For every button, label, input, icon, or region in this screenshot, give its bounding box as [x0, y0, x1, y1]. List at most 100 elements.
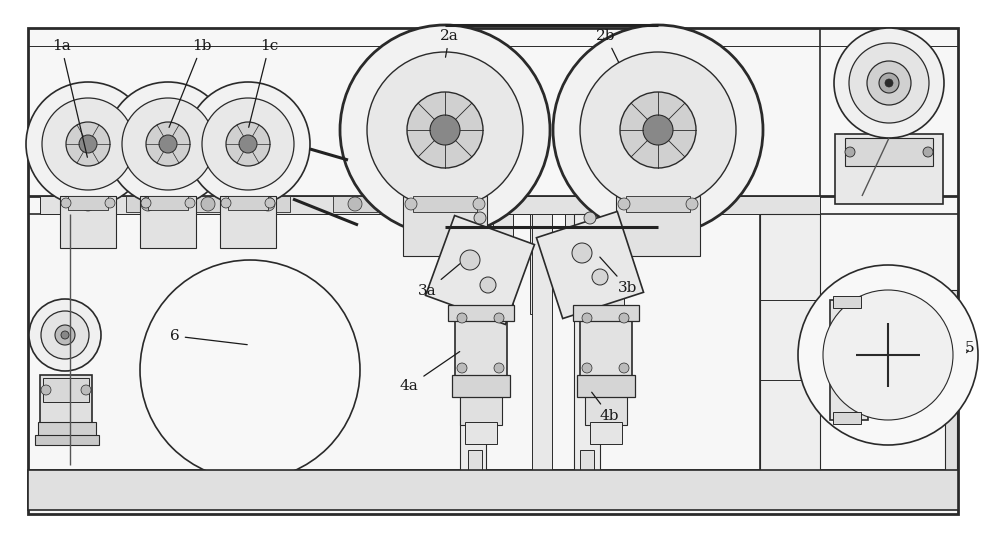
Circle shape: [106, 82, 230, 206]
Text: 4a: 4a: [400, 352, 460, 393]
Circle shape: [580, 52, 736, 208]
Bar: [580, 310, 632, 380]
Bar: [66, 196, 110, 212]
Circle shape: [480, 277, 496, 293]
Text: 1a: 1a: [52, 39, 87, 157]
Bar: [452, 375, 510, 397]
Bar: [845, 138, 933, 166]
Bar: [573, 305, 639, 321]
Bar: [453, 214, 473, 314]
Bar: [148, 196, 188, 210]
Bar: [68, 196, 108, 210]
Circle shape: [141, 198, 151, 208]
Circle shape: [494, 363, 504, 373]
Circle shape: [823, 290, 953, 420]
Circle shape: [867, 61, 911, 105]
Bar: [590, 422, 622, 444]
Circle shape: [42, 98, 134, 190]
Polygon shape: [426, 216, 534, 325]
Bar: [945, 290, 957, 475]
Bar: [448, 305, 514, 321]
Circle shape: [41, 385, 51, 395]
Circle shape: [122, 98, 214, 190]
Circle shape: [798, 265, 978, 445]
Bar: [38, 422, 96, 436]
Bar: [408, 196, 452, 212]
Circle shape: [582, 313, 592, 323]
Bar: [140, 196, 196, 248]
Circle shape: [405, 198, 417, 210]
Bar: [413, 196, 477, 212]
Bar: [830, 300, 868, 420]
Circle shape: [26, 82, 150, 206]
Bar: [186, 196, 230, 212]
Bar: [246, 196, 290, 212]
Bar: [28, 28, 958, 514]
Text: 2a: 2a: [440, 29, 459, 57]
Circle shape: [474, 212, 486, 224]
Circle shape: [834, 28, 944, 138]
Circle shape: [423, 197, 437, 211]
Bar: [833, 296, 861, 308]
Bar: [228, 196, 268, 210]
Circle shape: [494, 313, 504, 323]
Circle shape: [460, 250, 480, 270]
Bar: [565, 214, 585, 314]
Bar: [604, 214, 624, 314]
Bar: [28, 470, 958, 510]
Circle shape: [61, 331, 69, 339]
Bar: [455, 310, 507, 380]
Text: 5: 5: [965, 341, 975, 355]
Circle shape: [221, 198, 231, 208]
Circle shape: [686, 198, 698, 210]
Bar: [43, 378, 89, 402]
Circle shape: [79, 135, 97, 153]
Circle shape: [592, 269, 608, 285]
Circle shape: [620, 92, 696, 168]
Text: 6: 6: [170, 329, 247, 345]
Bar: [760, 214, 820, 470]
Bar: [835, 134, 943, 204]
Bar: [530, 214, 550, 314]
Circle shape: [226, 122, 270, 166]
Bar: [35, 435, 99, 445]
Bar: [532, 214, 552, 470]
Circle shape: [572, 243, 592, 263]
Circle shape: [367, 52, 523, 208]
Polygon shape: [536, 211, 644, 319]
Bar: [460, 395, 502, 425]
Bar: [40, 375, 92, 425]
Circle shape: [265, 198, 275, 208]
Circle shape: [141, 197, 155, 211]
Circle shape: [340, 25, 550, 235]
Circle shape: [473, 198, 485, 210]
Text: 1b: 1b: [169, 39, 212, 127]
Circle shape: [159, 135, 177, 153]
Circle shape: [146, 122, 190, 166]
Circle shape: [584, 212, 596, 224]
Circle shape: [553, 25, 763, 235]
Circle shape: [61, 198, 71, 208]
Bar: [220, 196, 276, 248]
Bar: [465, 422, 497, 444]
Circle shape: [185, 198, 195, 208]
Bar: [60, 196, 116, 248]
Circle shape: [105, 198, 115, 208]
Circle shape: [29, 299, 101, 371]
Circle shape: [41, 311, 89, 359]
Bar: [126, 196, 170, 212]
Bar: [468, 450, 482, 470]
Circle shape: [239, 135, 257, 153]
Text: 2b: 2b: [596, 29, 619, 62]
Text: 3b: 3b: [600, 257, 637, 295]
Bar: [574, 214, 600, 470]
Circle shape: [457, 313, 467, 323]
Bar: [493, 214, 513, 314]
Circle shape: [619, 363, 629, 373]
Circle shape: [202, 98, 294, 190]
Circle shape: [407, 92, 483, 168]
Text: 3a: 3a: [418, 264, 460, 298]
Circle shape: [457, 363, 467, 373]
Bar: [616, 196, 700, 256]
Circle shape: [81, 385, 91, 395]
